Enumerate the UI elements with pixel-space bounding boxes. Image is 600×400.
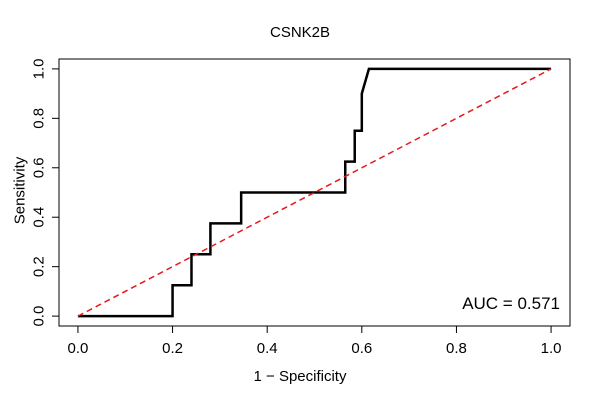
y-tick-label: 0.4 [31,207,48,228]
y-tick-label: 0.0 [31,306,48,327]
plot-frame [58,58,571,327]
reference-diagonal-line [77,68,552,317]
y-tick-label: 0.6 [31,157,48,178]
x-tick-label: 0.6 [351,340,372,357]
x-tick-label: 0.2 [162,340,183,357]
y-tick-label: 1.0 [31,58,48,79]
roc-curve-line [77,67,552,318]
y-axis-label: Sensitivity [11,156,29,225]
y-tick-label: 0.2 [31,256,48,277]
x-tick-label: 0.0 [67,340,88,357]
y-tick-label: 0.8 [31,108,48,129]
x-tick-label: 0.4 [257,340,278,357]
x-tick-label: 1.0 [541,340,562,357]
x-axis-label: 1 − Specificity [253,368,347,385]
x-tick-label: 0.8 [446,340,467,357]
chart-title: CSNK2B [269,24,331,41]
auc-annotation: AUC = 0.571 [462,294,560,313]
